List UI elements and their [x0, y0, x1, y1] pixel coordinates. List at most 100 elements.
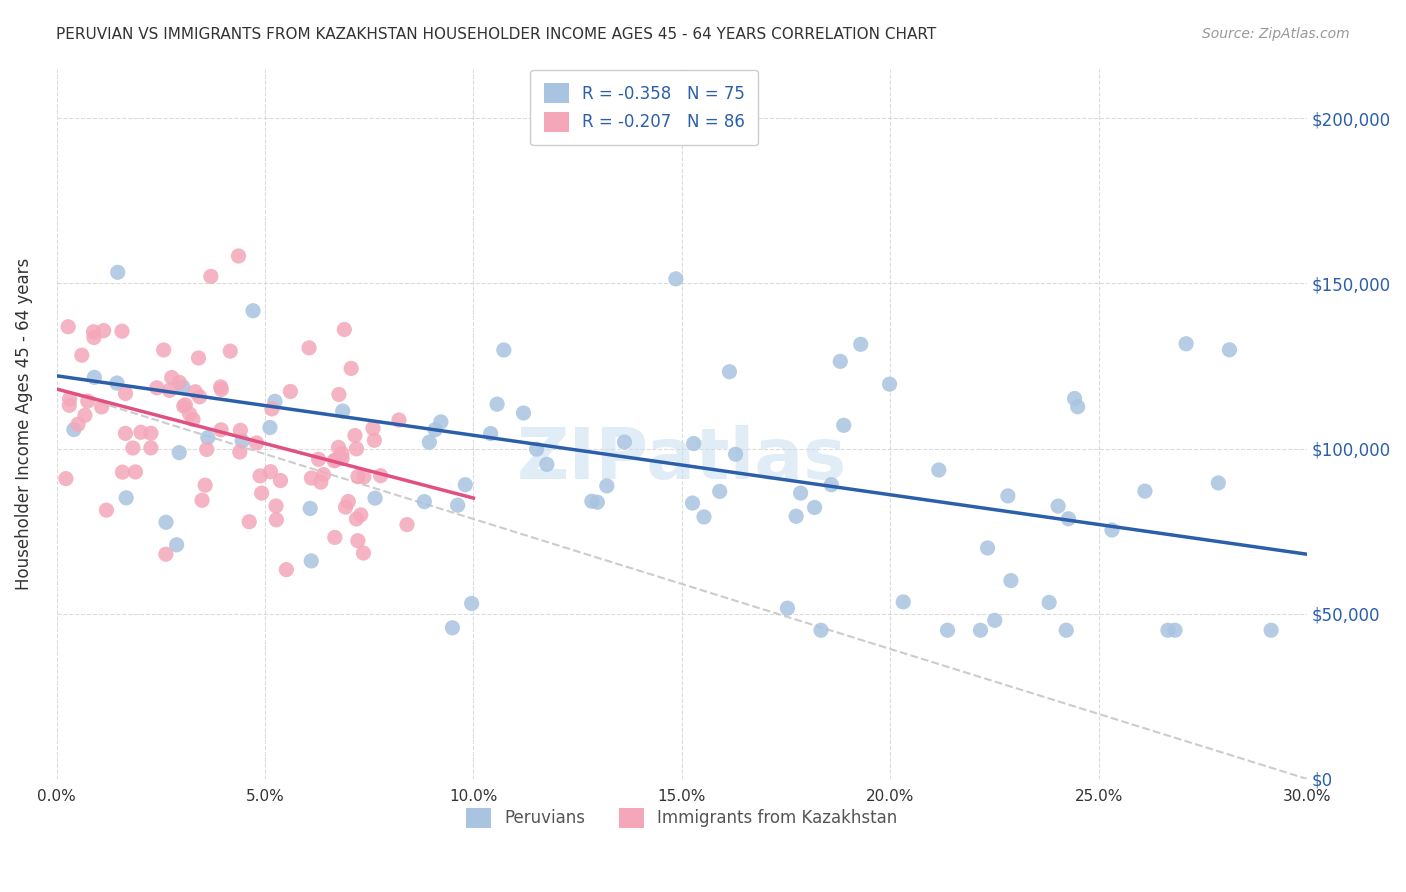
- Point: [56, 319, 79, 334]
- Point: [259, 420, 281, 434]
- Point: [810, 624, 832, 638]
- Point: [276, 563, 298, 577]
- Point: [460, 597, 482, 611]
- Point: [526, 442, 548, 457]
- Point: [776, 601, 799, 615]
- Point: [1066, 400, 1088, 414]
- Point: [264, 499, 287, 513]
- Point: [330, 451, 353, 466]
- Point: [269, 474, 291, 488]
- Point: [114, 426, 136, 441]
- Point: [1218, 343, 1240, 357]
- Text: Source: ZipAtlas.com: Source: ZipAtlas.com: [1202, 27, 1350, 41]
- Point: [1164, 624, 1187, 638]
- Point: [830, 354, 852, 368]
- Point: [96, 503, 118, 517]
- Point: [299, 471, 322, 485]
- Point: [184, 384, 207, 399]
- Point: [266, 513, 288, 527]
- Point: [430, 415, 453, 429]
- Point: [1101, 523, 1123, 537]
- Point: [370, 468, 392, 483]
- Point: [250, 486, 273, 500]
- Point: [73, 409, 96, 423]
- Point: [353, 470, 375, 484]
- Point: [441, 621, 464, 635]
- Text: ZIPatlas: ZIPatlas: [517, 425, 846, 494]
- Point: [83, 330, 105, 344]
- Point: [586, 495, 609, 509]
- Point: [1260, 624, 1282, 638]
- Point: [299, 501, 322, 516]
- Point: [298, 341, 321, 355]
- Y-axis label: Householder Income Ages 45 - 64 years: Householder Income Ages 45 - 64 years: [15, 258, 32, 590]
- Point: [536, 458, 558, 472]
- Point: [169, 376, 191, 390]
- Point: [332, 404, 354, 418]
- Point: [492, 343, 515, 357]
- Point: [347, 533, 370, 548]
- Point: [59, 392, 82, 406]
- Point: [181, 412, 204, 426]
- Point: [139, 441, 162, 455]
- Text: PERUVIAN VS IMMIGRANTS FROM KAZAKHSTAN HOUSEHOLDER INCOME AGES 45 - 64 YEARS COR: PERUVIAN VS IMMIGRANTS FROM KAZAKHSTAN H…: [56, 27, 936, 42]
- Point: [1038, 595, 1060, 609]
- Point: [152, 343, 174, 357]
- Point: [486, 397, 509, 411]
- Point: [832, 418, 855, 433]
- Point: [340, 361, 363, 376]
- Point: [139, 426, 162, 441]
- Point: [997, 489, 1019, 503]
- Point: [229, 445, 252, 459]
- Point: [1000, 574, 1022, 588]
- Point: [114, 386, 136, 401]
- Point: [179, 407, 201, 421]
- Point: [111, 465, 134, 479]
- Point: [1047, 499, 1070, 513]
- Point: [343, 428, 366, 442]
- Point: [879, 377, 901, 392]
- Point: [849, 337, 872, 351]
- Point: [344, 512, 367, 526]
- Point: [512, 406, 534, 420]
- Point: [1054, 624, 1077, 638]
- Point: [260, 401, 283, 416]
- Point: [328, 387, 350, 401]
- Point: [1057, 512, 1080, 526]
- Point: [55, 472, 77, 486]
- Point: [245, 436, 267, 450]
- Point: [115, 491, 138, 505]
- Point: [323, 530, 346, 544]
- Point: [167, 445, 190, 459]
- Point: [333, 322, 356, 336]
- Point: [259, 465, 281, 479]
- Point: [160, 370, 183, 384]
- Point: [364, 491, 387, 505]
- Point: [90, 400, 112, 414]
- Point: [299, 554, 322, 568]
- Point: [413, 494, 436, 508]
- Point: [63, 423, 86, 437]
- Point: [1175, 336, 1198, 351]
- Point: [347, 469, 370, 483]
- Point: [219, 344, 242, 359]
- Point: [337, 494, 360, 508]
- Point: [785, 509, 807, 524]
- Point: [157, 384, 180, 398]
- Point: [1133, 484, 1156, 499]
- Point: [581, 494, 603, 508]
- Point: [709, 484, 731, 499]
- Point: [928, 463, 950, 477]
- Point: [418, 435, 440, 450]
- Point: [209, 423, 232, 437]
- Point: [231, 434, 253, 448]
- Point: [129, 425, 152, 440]
- Point: [323, 454, 346, 468]
- Point: [82, 325, 104, 339]
- Point: [166, 538, 188, 552]
- Point: [423, 423, 446, 437]
- Point: [1157, 624, 1180, 638]
- Point: [209, 383, 232, 397]
- Point: [346, 442, 368, 456]
- Point: [789, 486, 811, 500]
